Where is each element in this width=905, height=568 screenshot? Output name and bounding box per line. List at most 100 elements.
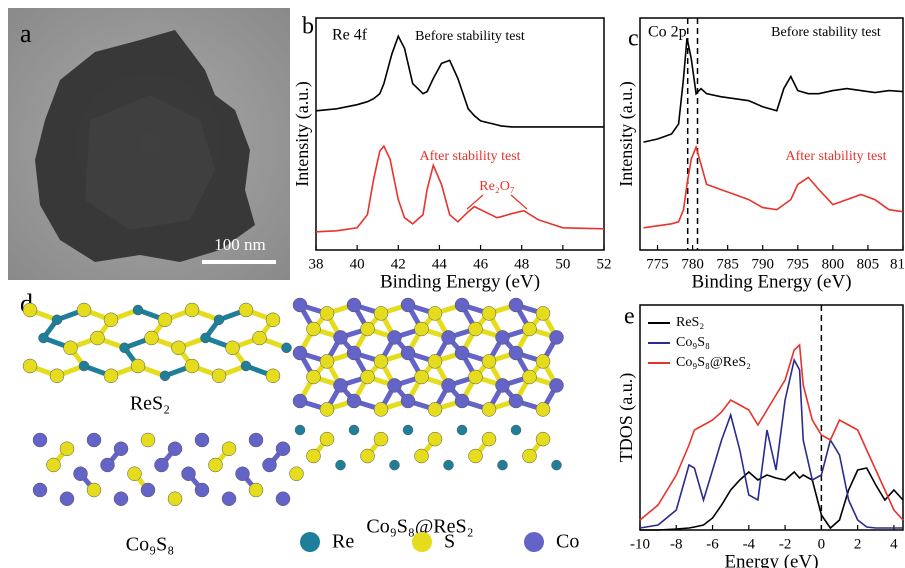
structure-label: ReS₂ — [130, 393, 170, 415]
legend-label: S — [444, 531, 455, 553]
atom — [185, 359, 199, 373]
atom — [239, 303, 253, 317]
x-tick-label: 800 — [822, 256, 845, 272]
x-axis-label: Binding Energy (eV) — [380, 271, 540, 292]
atom — [236, 467, 250, 481]
atom — [498, 460, 508, 470]
atom — [145, 331, 159, 345]
panel-label: e — [624, 304, 635, 330]
atom — [241, 361, 251, 371]
atom — [552, 460, 562, 470]
legend-atom — [524, 532, 544, 552]
atom — [172, 341, 186, 355]
atom — [128, 467, 142, 481]
atom — [87, 433, 101, 447]
atom — [347, 394, 361, 408]
x-tick-label: 50 — [555, 256, 570, 272]
x-tick-label: 44 — [432, 256, 448, 272]
x-tick-label: 38 — [309, 256, 324, 272]
atom — [307, 370, 321, 384]
series-label: After stability test — [419, 149, 520, 164]
atom — [374, 354, 388, 368]
atom — [222, 442, 236, 456]
atom — [347, 346, 361, 360]
atom — [349, 425, 359, 435]
atom — [523, 322, 537, 336]
atom — [307, 449, 321, 463]
x-tick-label: 40 — [350, 256, 365, 272]
series-line — [316, 36, 604, 127]
atom — [444, 460, 454, 470]
atom — [158, 313, 172, 327]
legend-label: Co₉S₈@ReS₂ — [676, 355, 751, 370]
atom — [133, 305, 143, 315]
atom — [523, 370, 537, 384]
atom — [496, 378, 510, 392]
atom — [390, 460, 400, 470]
atom — [226, 341, 240, 355]
atom — [155, 458, 169, 472]
y-axis-label: TDOS (a.u.) — [616, 373, 637, 462]
atom — [263, 458, 277, 472]
atom — [52, 315, 62, 325]
atom — [33, 433, 47, 447]
panel-label: c — [628, 26, 639, 52]
atom — [168, 492, 182, 506]
atom — [550, 330, 564, 344]
legend-label: ReS₂ — [676, 315, 704, 330]
atom — [266, 369, 280, 383]
atom — [64, 341, 78, 355]
atom — [374, 306, 388, 320]
structures — [23, 298, 564, 552]
atom — [295, 425, 305, 435]
legend-label: Co₉S₈ — [676, 335, 710, 350]
atom — [347, 298, 361, 312]
atom — [214, 315, 224, 325]
atom — [482, 306, 496, 320]
x-tick-label: -10 — [630, 536, 650, 552]
structure-label: Co₉S₈ — [126, 534, 174, 556]
annotation: Re₂O₇ — [479, 179, 515, 194]
atom — [307, 322, 321, 336]
atom — [290, 467, 304, 481]
atom — [455, 394, 469, 408]
atom — [23, 303, 37, 317]
atom — [74, 467, 88, 481]
x-axis-label: Binding Energy (eV) — [691, 271, 851, 292]
atom — [60, 492, 74, 506]
atom — [168, 442, 182, 456]
x-tick-label: 4 — [890, 536, 898, 552]
atom — [536, 432, 550, 446]
atom — [182, 467, 196, 481]
x-tick-label: 46 — [473, 256, 489, 272]
atom — [509, 346, 523, 360]
atom — [388, 330, 402, 344]
atom — [523, 449, 537, 463]
atom — [114, 492, 128, 506]
x-tick-label: 780 — [681, 256, 704, 272]
atom — [428, 402, 442, 416]
atom — [428, 432, 442, 446]
panel-label: b — [302, 14, 314, 40]
atom — [195, 483, 209, 497]
atom — [401, 298, 415, 312]
atom — [209, 458, 223, 472]
atom — [428, 306, 442, 320]
atom — [104, 313, 118, 327]
atom — [536, 306, 550, 320]
atom — [33, 483, 47, 497]
x-tick-label: 42 — [391, 256, 406, 272]
atom — [455, 298, 469, 312]
atom — [141, 433, 155, 447]
atom — [469, 322, 483, 336]
atom — [469, 449, 483, 463]
atom — [79, 361, 89, 371]
plot-frame — [316, 18, 604, 250]
atom — [361, 449, 375, 463]
atom — [511, 425, 521, 435]
annotation-arrow — [511, 195, 527, 209]
x-tick-label: 785 — [716, 256, 739, 272]
scale-label: 100 nm — [214, 235, 265, 254]
atom — [320, 354, 334, 368]
atom — [50, 369, 64, 383]
